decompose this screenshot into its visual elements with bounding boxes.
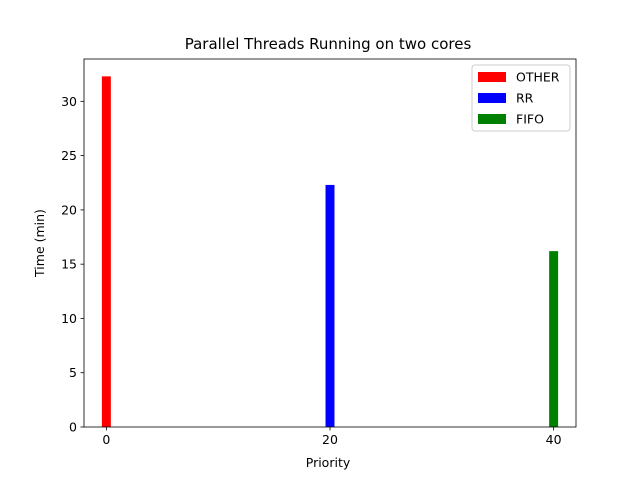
y-axis-label: Time (min) — [32, 209, 47, 278]
y-tick-label: 5 — [69, 365, 77, 380]
legend-swatch-fifo — [478, 114, 506, 124]
x-axis-label: Priority — [306, 455, 351, 470]
y-tick-label: 15 — [61, 257, 77, 272]
y-tick-label: 30 — [61, 94, 77, 109]
legend-swatch-other — [478, 72, 506, 82]
x-tick-label: 0 — [102, 432, 110, 447]
y-tick-label: 20 — [61, 202, 77, 217]
x-tick-label: 20 — [322, 432, 338, 447]
legend-label-fifo: FIFO — [516, 112, 544, 127]
chart-title: Parallel Threads Running on two cores — [185, 35, 472, 53]
bar-fifo — [549, 251, 559, 427]
y-tick-label: 10 — [61, 311, 77, 326]
bar-rr — [325, 184, 335, 427]
y-tick-label: 25 — [61, 148, 77, 163]
y-tick-label: 0 — [69, 420, 77, 435]
x-tick-label: 40 — [546, 432, 562, 447]
bar-other — [101, 76, 111, 428]
x-axis: 0 20 40 — [102, 427, 562, 447]
legend: OTHER RR FIFO — [471, 64, 571, 132]
legend-label-other: OTHER — [516, 70, 560, 85]
y-axis: 0 5 10 15 20 25 30 — [61, 94, 84, 435]
legend-label-rr: RR — [516, 91, 534, 106]
legend-swatch-rr — [478, 93, 506, 103]
